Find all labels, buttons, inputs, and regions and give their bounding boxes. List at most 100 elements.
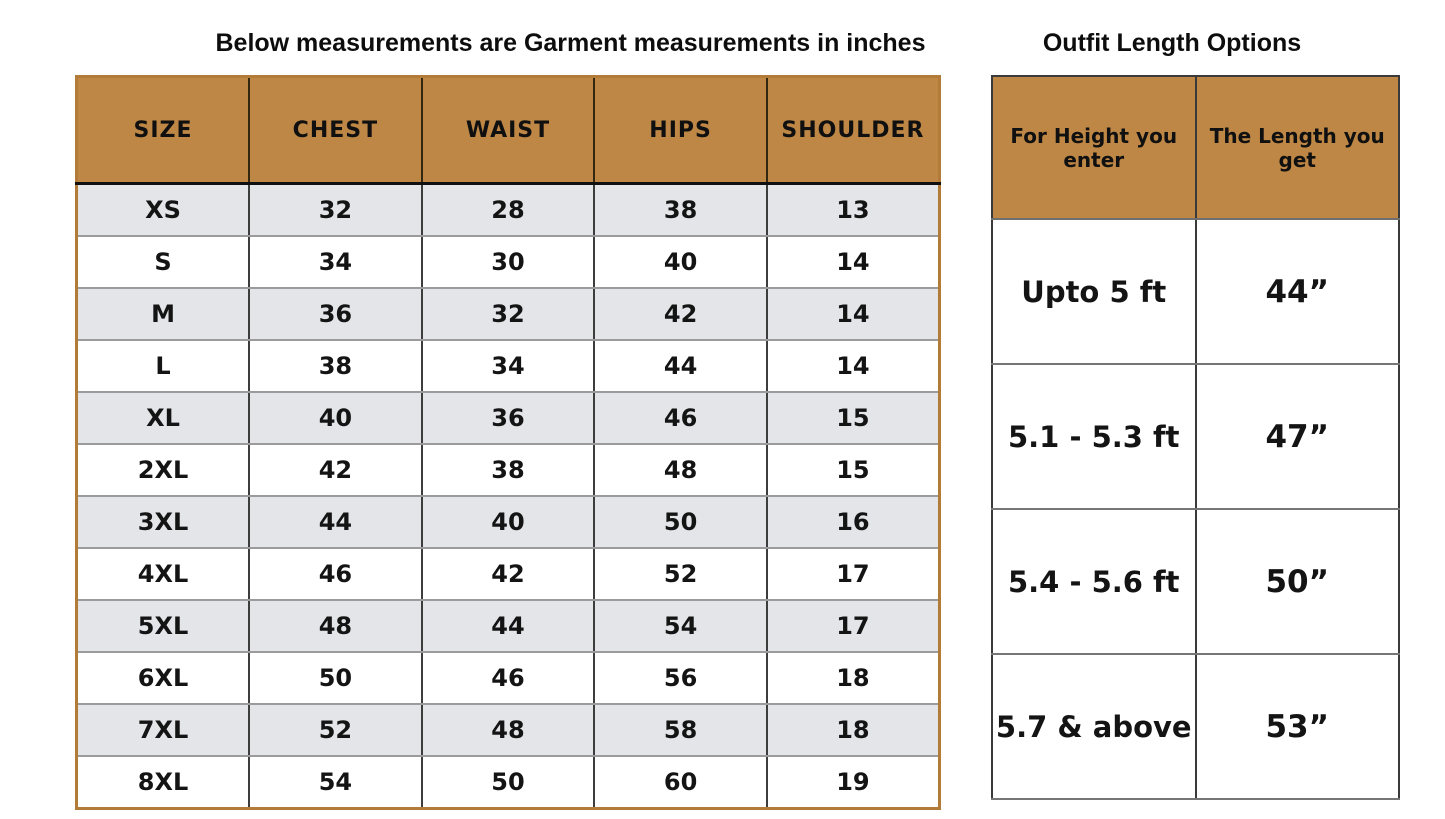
waist-cell: 28 bbox=[420, 182, 596, 237]
height-range-cell: Upto 5 ft bbox=[992, 218, 1197, 365]
hips-cell: 48 bbox=[593, 443, 768, 497]
chest-cell: 36 bbox=[248, 287, 423, 341]
hips-cell: 52 bbox=[593, 547, 768, 601]
header-row: For Height you enter The Length you get bbox=[992, 76, 1399, 220]
column-header-shoulder: SHOULDER bbox=[765, 76, 940, 185]
shoulder-cell: 14 bbox=[765, 287, 940, 341]
hips-cell: 50 bbox=[593, 495, 768, 549]
chest-cell: 44 bbox=[248, 495, 423, 549]
garment-table-body: XS 32 28 38 13 S 34 30 40 14 M 36 bbox=[76, 182, 940, 809]
hips-cell: 46 bbox=[593, 391, 768, 445]
table-row: 5.1 - 5.3 ft 47” bbox=[992, 363, 1399, 510]
column-header-hips: HIPS bbox=[593, 76, 768, 185]
waist-cell: 34 bbox=[420, 339, 596, 393]
shoulder-cell: 13 bbox=[765, 182, 940, 237]
table-row: 8XL 54 50 60 19 bbox=[76, 755, 940, 809]
chest-cell: 40 bbox=[248, 391, 423, 445]
length-value-cell: 47” bbox=[1195, 363, 1399, 510]
table-row: Upto 5 ft 44” bbox=[992, 218, 1399, 365]
waist-cell: 30 bbox=[420, 235, 596, 289]
shoulder-cell: 14 bbox=[765, 339, 940, 393]
waist-cell: 48 bbox=[420, 703, 596, 757]
waist-cell: 42 bbox=[420, 547, 596, 601]
hips-cell: 38 bbox=[593, 182, 768, 237]
shoulder-cell: 15 bbox=[765, 391, 940, 445]
hips-cell: 42 bbox=[593, 287, 768, 341]
chest-cell: 32 bbox=[248, 182, 423, 237]
length-value-cell: 53” bbox=[1195, 653, 1399, 800]
size-cell: 8XL bbox=[76, 755, 251, 809]
chest-cell: 38 bbox=[248, 339, 423, 393]
height-range-cell: 5.4 - 5.6 ft bbox=[992, 508, 1197, 655]
waist-cell: 44 bbox=[420, 599, 596, 653]
shoulder-cell: 16 bbox=[765, 495, 940, 549]
table-row: 5.4 - 5.6 ft 50” bbox=[992, 508, 1399, 655]
column-header-chest: CHEST bbox=[248, 76, 423, 185]
shoulder-cell: 18 bbox=[765, 703, 940, 757]
height-range-cell: 5.1 - 5.3 ft bbox=[992, 363, 1197, 510]
size-cell: 5XL bbox=[76, 599, 251, 653]
hips-cell: 56 bbox=[593, 651, 768, 705]
length-value-cell: 44” bbox=[1195, 218, 1399, 365]
shoulder-cell: 19 bbox=[765, 755, 940, 809]
table-row: S 34 30 40 14 bbox=[76, 235, 940, 289]
shoulder-cell: 14 bbox=[765, 235, 940, 289]
table-row: 3XL 44 40 50 16 bbox=[76, 495, 940, 549]
garment-measurements-table: SIZE CHEST WAIST HIPS SHOULDER XS 32 28 … bbox=[75, 75, 941, 810]
size-cell: 4XL bbox=[76, 547, 251, 601]
table-row: 4XL 46 42 52 17 bbox=[76, 547, 940, 601]
chest-cell: 52 bbox=[248, 703, 423, 757]
header-row: SIZE CHEST WAIST HIPS SHOULDER bbox=[76, 76, 940, 185]
column-header-length: The Length you get bbox=[1195, 76, 1399, 220]
garment-measurements-title: Below measurements are Garment measureme… bbox=[215, 29, 926, 57]
size-cell: S bbox=[76, 235, 251, 289]
waist-cell: 50 bbox=[420, 755, 596, 809]
height-range-cell: 5.7 & above bbox=[992, 653, 1197, 800]
size-cell: XS bbox=[76, 182, 251, 237]
hips-cell: 58 bbox=[593, 703, 768, 757]
waist-cell: 32 bbox=[420, 287, 596, 341]
hips-cell: 44 bbox=[593, 339, 768, 393]
shoulder-cell: 17 bbox=[765, 599, 940, 653]
chest-cell: 34 bbox=[248, 235, 423, 289]
table-row: 5.7 & above 53” bbox=[992, 653, 1399, 800]
table-row: XS 32 28 38 13 bbox=[76, 182, 940, 237]
column-header-size: SIZE bbox=[76, 76, 251, 185]
hips-cell: 54 bbox=[593, 599, 768, 653]
chest-cell: 50 bbox=[248, 651, 423, 705]
waist-cell: 46 bbox=[420, 651, 596, 705]
table-row: L 38 34 44 14 bbox=[76, 339, 940, 393]
hips-cell: 60 bbox=[593, 755, 768, 809]
table-row: 5XL 48 44 54 17 bbox=[76, 599, 940, 653]
table-row: 7XL 52 48 58 18 bbox=[76, 703, 940, 757]
table-row: 6XL 50 46 56 18 bbox=[76, 651, 940, 705]
outfit-table-body: Upto 5 ft 44” 5.1 - 5.3 ft 47” 5.4 - 5.6… bbox=[992, 218, 1399, 800]
outfit-table-header: For Height you enter The Length you get bbox=[992, 76, 1399, 220]
length-value-cell: 50” bbox=[1195, 508, 1399, 655]
size-cell: L bbox=[76, 339, 251, 393]
size-cell: 7XL bbox=[76, 703, 251, 757]
table-row: 2XL 42 38 48 15 bbox=[76, 443, 940, 497]
waist-cell: 36 bbox=[420, 391, 596, 445]
size-cell: 6XL bbox=[76, 651, 251, 705]
size-cell: 3XL bbox=[76, 495, 251, 549]
shoulder-cell: 15 bbox=[765, 443, 940, 497]
waist-cell: 40 bbox=[420, 495, 596, 549]
shoulder-cell: 17 bbox=[765, 547, 940, 601]
chest-cell: 46 bbox=[248, 547, 423, 601]
column-header-waist: WAIST bbox=[420, 76, 596, 185]
waist-cell: 38 bbox=[420, 443, 596, 497]
table-row: XL 40 36 46 15 bbox=[76, 391, 940, 445]
size-cell: XL bbox=[76, 391, 251, 445]
table-row: M 36 32 42 14 bbox=[76, 287, 940, 341]
outfit-length-table: For Height you enter The Length you get … bbox=[991, 75, 1400, 800]
column-header-height: For Height you enter bbox=[992, 76, 1197, 220]
size-cell: 2XL bbox=[76, 443, 251, 497]
chest-cell: 48 bbox=[248, 599, 423, 653]
outfit-length-title: Outfit Length Options bbox=[1042, 29, 1302, 57]
shoulder-cell: 18 bbox=[765, 651, 940, 705]
garment-table-header: SIZE CHEST WAIST HIPS SHOULDER bbox=[76, 76, 940, 185]
chest-cell: 42 bbox=[248, 443, 423, 497]
chest-cell: 54 bbox=[248, 755, 423, 809]
